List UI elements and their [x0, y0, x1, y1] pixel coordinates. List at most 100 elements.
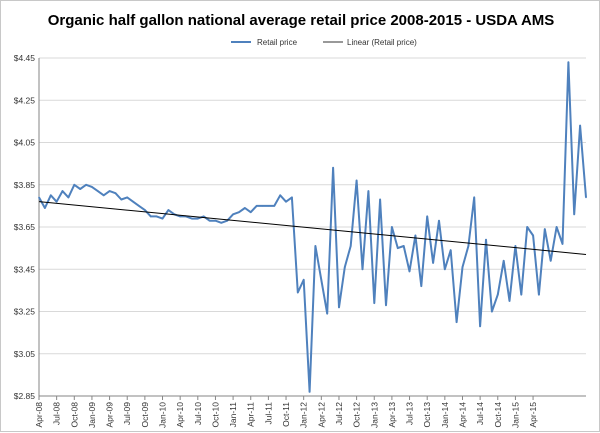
x-tick-label: Jan-12	[299, 402, 309, 428]
data-point-retail-price	[191, 217, 193, 220]
axes	[38, 58, 586, 397]
data-point-retail-price	[402, 245, 405, 247]
data-point-retail-price	[149, 215, 152, 218]
data-point-retail-price	[249, 211, 252, 214]
data-point-retail-price	[108, 190, 111, 192]
x-tick-label: Apr-12	[316, 402, 326, 428]
data-point-retail-price	[396, 247, 399, 249]
data-point-retail-price	[338, 306, 340, 309]
data-point-retail-price	[267, 205, 270, 207]
x-tick-label: Jan-09	[87, 402, 97, 428]
y-tick-label: $4.25	[14, 95, 36, 105]
data-point-retail-price	[491, 310, 493, 313]
data-point-retail-price	[520, 293, 523, 296]
data-point-retail-price	[44, 207, 46, 209]
data-point-retail-price	[379, 198, 381, 201]
data-point-retail-price	[49, 194, 52, 197]
x-tick-label: Jul-08	[52, 402, 62, 425]
data-point-retail-price	[279, 194, 281, 197]
data-point-retail-price	[61, 190, 64, 192]
data-point-retail-price	[220, 221, 223, 224]
x-tick-label: Apr-13	[387, 402, 397, 428]
data-point-retail-price	[455, 321, 458, 323]
data-point-retail-price	[361, 268, 364, 271]
data-point-retail-price	[320, 279, 323, 281]
data-point-retail-price	[214, 219, 217, 222]
x-tick-label: Oct-09	[140, 402, 150, 428]
data-point-retail-price	[332, 167, 334, 169]
data-point-retail-price	[38, 196, 40, 199]
x-tick-label: Jul-13	[405, 402, 415, 425]
data-point-retail-price	[532, 234, 534, 237]
x-tick-label: Oct-08	[69, 402, 79, 428]
y-tick-label: $2.85	[14, 391, 36, 401]
data-point-retail-price	[585, 196, 587, 199]
x-tick-label: Oct-13	[422, 402, 432, 428]
data-point-retail-price	[296, 291, 299, 294]
data-point-retail-price	[138, 205, 140, 207]
y-tick-label: $3.45	[14, 264, 36, 274]
data-point-retail-price	[202, 215, 205, 218]
data-point-retail-price	[567, 61, 570, 64]
x-tick-label: Apr-11	[246, 402, 256, 427]
x-tick-label: Apr-14	[457, 402, 467, 428]
data-point-retail-price	[385, 304, 387, 306]
data-point-retail-price	[461, 266, 464, 268]
data-point-retail-price	[438, 219, 440, 222]
data-point-retail-price	[285, 200, 287, 203]
series-group	[38, 61, 587, 393]
y-tick-label: $3.65	[14, 222, 36, 232]
x-tick-label: Jan-15	[510, 402, 520, 428]
data-point-retail-price	[514, 245, 517, 247]
data-point-retail-price	[555, 226, 558, 228]
x-tick-label: Apr-15	[528, 402, 538, 428]
x-tick-label: Jul-11	[263, 402, 273, 425]
y-tick-label: $4.05	[14, 138, 36, 148]
data-point-retail-price	[391, 226, 393, 228]
data-point-retail-price	[244, 207, 246, 209]
chart-title: Organic half gallon national average ret…	[48, 12, 555, 29]
x-axis-ticks: Apr-08 Jul-08 Oct-08 Jan-09 Apr-09 Jul-09 Oct-…	[34, 396, 538, 428]
x-tick-label: Oct-10	[210, 402, 220, 428]
data-point-retail-price	[432, 262, 434, 264]
data-point-retail-price	[444, 268, 446, 271]
data-point-retail-price	[355, 179, 358, 182]
x-tick-label: Jan-11	[228, 402, 238, 428]
data-point-retail-price	[302, 279, 305, 281]
series-line-linear-trend	[38, 201, 587, 255]
data-point-retail-price	[502, 260, 505, 262]
y-axis-ticks: $2.85 $3.05 $3.25 $3.45 $3.65 $3.85 $4.05 $4.25…	[14, 53, 36, 401]
x-tick-label: Oct-14	[493, 402, 503, 428]
data-point-retail-price	[55, 200, 58, 203]
x-tick-label: Oct-12	[352, 402, 362, 428]
x-tick-label: Jan-13	[369, 402, 379, 428]
x-tick-label: Apr-10	[175, 402, 185, 428]
x-tick-label: Jul-10	[193, 402, 203, 425]
legend-label-retail-price: Retail price	[257, 38, 298, 47]
y-tick-label: $3.85	[14, 180, 36, 190]
data-point-retail-price	[414, 234, 417, 237]
legend-label-linear-trend: Linear (Retail price)	[347, 38, 417, 47]
data-point-retail-price	[67, 196, 70, 199]
data-point-retail-price	[473, 196, 476, 199]
data-point-retail-price	[496, 293, 499, 296]
data-point-retail-price	[544, 228, 546, 230]
data-point-retail-price	[208, 219, 211, 222]
x-tick-label: Jan-14	[440, 402, 450, 428]
data-point-retail-price	[161, 217, 164, 220]
data-point-retail-price	[97, 190, 99, 192]
data-point-retail-price	[408, 270, 411, 273]
data-point-retail-price	[508, 300, 511, 302]
y-tick-label: $4.45	[14, 53, 36, 63]
x-tick-label: Apr-08	[34, 402, 44, 428]
data-point-retail-price	[367, 190, 370, 192]
data-point-retail-price	[561, 243, 564, 245]
data-point-retail-price	[144, 209, 146, 211]
data-point-retail-price	[132, 200, 134, 203]
data-point-retail-price	[426, 215, 428, 218]
data-point-retail-price	[326, 312, 329, 315]
data-point-retail-price	[73, 183, 76, 186]
data-point-retail-price	[155, 215, 158, 218]
data-point-retail-price	[344, 266, 346, 268]
